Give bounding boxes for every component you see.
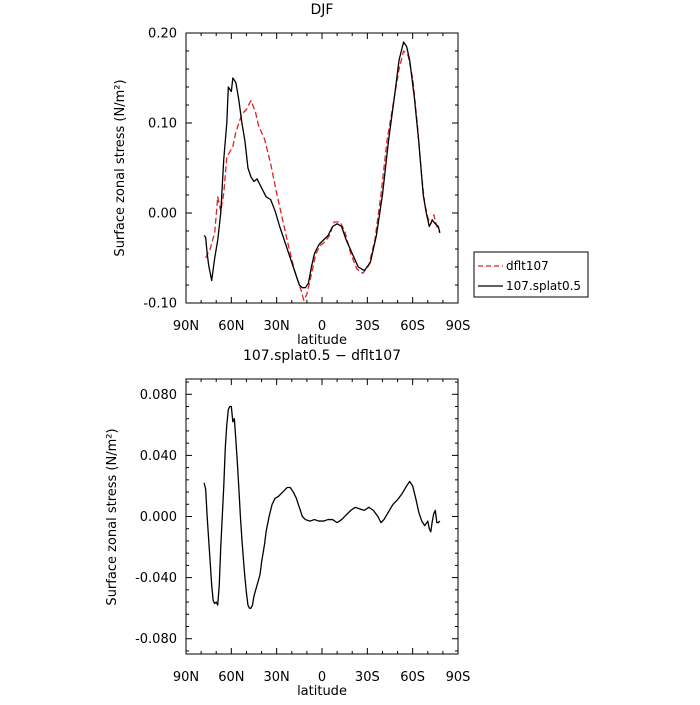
- bottom-y-tick-label: -0.040: [135, 571, 177, 586]
- bottom-chart-title: 107.splat0.5 − dflt107: [243, 348, 401, 364]
- bottom-x-tick-label: 90S: [446, 670, 471, 685]
- top-x-tick-label: 90S: [446, 319, 471, 334]
- bottom-y-tick-label: 0.040: [140, 449, 177, 464]
- top-x-tick-label: 60S: [400, 319, 425, 334]
- top-chart-title: DJF: [311, 2, 334, 18]
- top-chart-xlabel: latitude: [297, 333, 347, 348]
- bottom-chart-ylabel: Surface zonal stress (N/m²): [105, 428, 120, 605]
- top-y-tick-label: 0.20: [148, 27, 177, 42]
- bottom-chart-panel: 107.splat0.5 − dflt107 Surface zonal str…: [105, 348, 470, 699]
- top-series-line-dflt107: [205, 50, 441, 301]
- bottom-x-tick-label: 60S: [400, 670, 425, 685]
- bottom-y-tick-label: 0.080: [140, 388, 177, 403]
- legend: dflt107 107.splat0.5: [473, 251, 589, 298]
- bottom-x-tick-label: 0: [318, 670, 326, 685]
- top-x-tick-label: 90N: [173, 319, 199, 334]
- bottom-x-tick-label: 60N: [218, 670, 244, 685]
- top-chart-panel: DJF Surface zonal stress (N/m²) latitude…: [113, 2, 470, 348]
- bottom-x-tick-label: 30N: [264, 670, 290, 685]
- top-series-line-107-splat0-5: [203, 41, 441, 289]
- legend-box: [473, 251, 589, 298]
- top-plot-frame: [185, 32, 459, 304]
- legend-label-dflt107: dflt107: [506, 259, 549, 273]
- top-chart-ylabel: Surface zonal stress (N/m²): [113, 79, 128, 256]
- bottom-chart-xlabel: latitude: [297, 684, 347, 699]
- top-x-tick-label: 60N: [218, 319, 244, 334]
- bottom-x-tick-label: 90N: [173, 670, 199, 685]
- bottom-x-tick-label: 30S: [355, 670, 380, 685]
- top-y-tick-label: 0.10: [148, 117, 177, 132]
- bottom-y-tick-label: 0.000: [140, 510, 177, 525]
- top-y-tick-label: -0.10: [143, 297, 177, 312]
- bottom-y-tick-label: -0.080: [135, 632, 177, 647]
- top-x-tick-label: 30N: [264, 319, 290, 334]
- top-x-tick-label: 30S: [355, 319, 380, 334]
- legend-label-splat: 107.splat0.5: [506, 279, 581, 293]
- top-x-tick-label: 0: [318, 319, 326, 334]
- top-y-tick-label: 0.00: [148, 207, 177, 222]
- bottom-series-line-0: [203, 405, 441, 609]
